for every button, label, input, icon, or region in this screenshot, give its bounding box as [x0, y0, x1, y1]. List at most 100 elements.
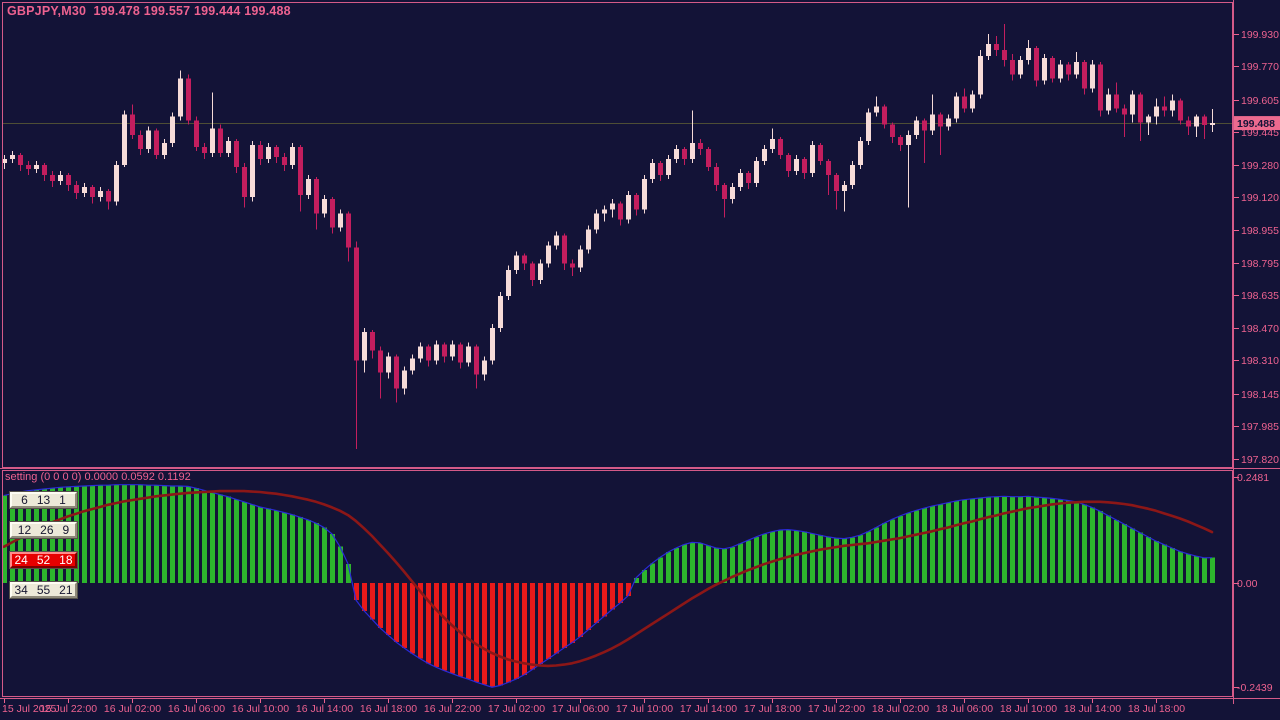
macd-bar	[730, 547, 735, 583]
indicator-param-button-1[interactable]: 6 13 1	[9, 491, 78, 509]
candle	[682, 148, 687, 159]
macd-bar	[690, 542, 695, 583]
current-price-tag	[1234, 116, 1280, 131]
macd-bar	[882, 523, 887, 583]
param-value: 34	[14, 583, 28, 597]
macd-bar	[1050, 498, 1055, 583]
candle	[194, 120, 199, 147]
candle	[794, 158, 799, 172]
candle	[298, 146, 303, 196]
macd-bar	[634, 577, 639, 583]
pane-borders	[0, 0, 1280, 704]
candle	[1122, 108, 1127, 115]
macd-bar	[1090, 507, 1095, 583]
macd-bar	[1034, 497, 1039, 583]
macd-bar	[1002, 496, 1007, 583]
candle	[1034, 48, 1039, 81]
candle	[210, 128, 215, 153]
macd-bar	[1146, 536, 1151, 583]
macd-bar	[834, 538, 839, 583]
candle	[306, 179, 311, 196]
indicator-param-button-4[interactable]: 34 55 21	[9, 581, 78, 599]
macd-bar	[514, 583, 519, 680]
macd-bar	[778, 530, 783, 583]
macd-bar	[554, 583, 559, 654]
candle	[234, 140, 239, 168]
time-tick-label: 17 Jul 18:00	[744, 703, 801, 715]
candle	[114, 164, 119, 202]
candle	[554, 235, 559, 246]
candle	[770, 138, 775, 149]
candle	[178, 78, 183, 117]
candle	[818, 144, 823, 161]
time-tick-label: 17 Jul 02:00	[488, 703, 545, 715]
macd-bar	[82, 486, 87, 583]
param-value: 26	[40, 523, 54, 537]
candle	[738, 173, 743, 188]
candle	[1114, 94, 1119, 109]
candle	[426, 346, 431, 361]
candle	[522, 255, 527, 264]
indicator-param-button-3[interactable]: 24 52 18	[9, 551, 78, 569]
macd-bar	[586, 583, 591, 630]
candle	[122, 114, 127, 165]
macd-bar	[722, 548, 727, 583]
candle	[130, 114, 135, 135]
candle	[402, 370, 407, 389]
macd-bar	[618, 583, 623, 604]
candle	[506, 269, 511, 296]
macd-bar	[506, 583, 511, 683]
macd-bar	[1122, 524, 1127, 583]
chart-symbol-title: GBPJPY,M30 199.478 199.557 199.444 199.4…	[7, 4, 291, 18]
macd-bar	[314, 523, 319, 583]
macd-bar	[530, 583, 535, 670]
indicator-axis[interactable]: 0.2481 0.00 -0.2439	[1234, 472, 1273, 694]
param-value: 18	[59, 553, 73, 567]
candle	[778, 138, 783, 155]
macd-bar	[474, 583, 479, 683]
macd-bar	[1202, 557, 1207, 583]
candle	[1042, 58, 1047, 81]
price-axis[interactable]: 199.930199.770199.605199.445199.280199.1…	[1234, 29, 1280, 466]
macd-bar	[810, 533, 815, 583]
candle	[410, 358, 415, 371]
time-tick-label: 18 Jul 14:00	[1064, 703, 1121, 715]
macd-bar	[986, 497, 991, 583]
candle	[1018, 60, 1023, 75]
macd-bar	[2, 495, 7, 583]
candle	[514, 255, 519, 270]
indicator-param-button-2[interactable]: 12 26 9	[9, 521, 78, 539]
candle	[1178, 100, 1183, 121]
macd-bar	[1130, 528, 1135, 583]
macd-bar	[874, 527, 879, 583]
macd-bar	[338, 546, 343, 583]
candle	[1066, 64, 1071, 75]
candle	[1082, 62, 1087, 89]
macd-bar	[346, 563, 351, 583]
macd-bar	[178, 486, 183, 583]
macd-bar	[90, 485, 95, 583]
price-tick-label: 198.470	[1241, 323, 1279, 335]
candle	[602, 209, 607, 214]
time-tick-label: 17 Jul 14:00	[680, 703, 737, 715]
current-price-tag-label: 199.488	[1237, 118, 1275, 130]
candle	[1106, 94, 1111, 111]
indicator-pane-border	[2, 470, 1233, 697]
candle	[762, 148, 767, 161]
candle	[626, 195, 631, 220]
macd-bar	[186, 486, 191, 583]
price-tick-label: 198.635	[1241, 290, 1279, 302]
macd-bar	[210, 492, 215, 583]
candle	[914, 120, 919, 135]
time-tick-label: 16 Jul 10:00	[232, 703, 289, 715]
macd-bar	[570, 583, 575, 643]
param-value: 21	[59, 583, 73, 597]
macd-bar	[218, 494, 223, 583]
macd-bar	[546, 583, 551, 660]
candle	[482, 360, 487, 375]
time-tick-label: 17 Jul 10:00	[616, 703, 673, 715]
candle	[714, 167, 719, 186]
